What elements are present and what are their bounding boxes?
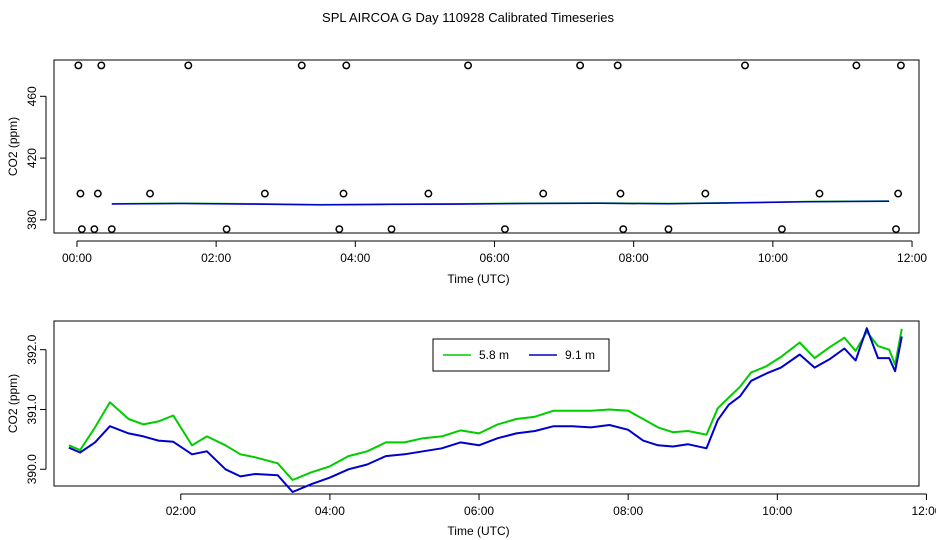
- scatter-point: [777, 225, 786, 234]
- scatter-point: [619, 225, 628, 234]
- scatter-point: [701, 189, 710, 198]
- x-tick-label: 02:00: [166, 504, 196, 518]
- scatter-point: [896, 61, 905, 70]
- scatter-point: [93, 189, 102, 198]
- y-tick-label: 420: [25, 148, 39, 168]
- y-tick-label: 390.0: [25, 454, 39, 484]
- scatter-point: [576, 61, 585, 70]
- x-tick-label: 06:00: [479, 251, 509, 265]
- scatter-point: [77, 225, 86, 234]
- x-axis-label: Time (UTC): [447, 272, 509, 286]
- y-tick-label: 460: [25, 86, 39, 106]
- x-tick-label: 02:00: [201, 251, 231, 265]
- scatter-point: [613, 61, 622, 70]
- plot-frame: [53, 59, 920, 234]
- x-tick-label: 12:00: [897, 251, 927, 265]
- scatter-point: [852, 61, 861, 70]
- series-line-91m: [68, 327, 903, 493]
- scatter-point: [335, 225, 344, 234]
- scatter-point: [539, 189, 548, 198]
- series-line-58m: [68, 328, 903, 481]
- y-axis-label: CO2 (ppm): [6, 117, 20, 176]
- scatter-point: [464, 61, 473, 70]
- scatter-point: [342, 61, 351, 70]
- series-line-91m: [111, 200, 890, 206]
- y-axis-label: CO2 (ppm): [6, 374, 20, 433]
- x-tick-label: 04:00: [340, 251, 370, 265]
- bottom-panel: 02:00 04:00 06:00 08:00 10:00 12:00 Time (UTC)…: [6, 320, 936, 538]
- scatter-point: [146, 189, 154, 198]
- x-tick-label: 10:00: [758, 251, 788, 265]
- scatter-point: [97, 61, 106, 70]
- y-tick-label: 391.0: [25, 394, 39, 424]
- x-tick-label: 06:00: [464, 504, 494, 518]
- scatter-point: [297, 61, 306, 70]
- x-tick-label: 00:00: [62, 251, 92, 265]
- legend-label: 9.1 m: [565, 348, 595, 362]
- scatter-point: [107, 225, 116, 234]
- scatter-point: [90, 225, 99, 234]
- scatter-point: [894, 189, 903, 198]
- scatter-point: [222, 225, 231, 234]
- scatter-point: [616, 189, 625, 198]
- scatter-point: [815, 189, 824, 198]
- scatter-point: [892, 225, 900, 234]
- x-tick-label: 08:00: [613, 504, 643, 518]
- scatter-point: [500, 225, 509, 234]
- x-tick-label: 08:00: [619, 251, 649, 265]
- scatter-point: [387, 225, 396, 234]
- legend-label: 5.8 m: [479, 348, 509, 362]
- top-panel: 00:00 02:00 04:00 06:00 08:00 10:00 12:00 Time …: [6, 59, 927, 286]
- y-tick-label: 392.0: [25, 334, 39, 364]
- y-tick-label: 380: [25, 210, 39, 230]
- x-axis-label: Time (UTC): [447, 524, 509, 538]
- plot-frame: [53, 320, 920, 487]
- scatter-point: [339, 189, 348, 198]
- scatter-point: [741, 61, 749, 70]
- scatter-point: [424, 189, 433, 198]
- scatter-point: [74, 61, 83, 70]
- x-tick-label: 12:00: [911, 504, 936, 518]
- scatter-point: [184, 61, 193, 70]
- scatter-point: [664, 225, 673, 234]
- scatter-point: [260, 189, 269, 198]
- chart-title: SPL AIRCOA G Day 110928 Calibrated Times…: [322, 10, 614, 25]
- x-tick-label: 04:00: [315, 504, 345, 518]
- x-tick-label: 10:00: [762, 504, 792, 518]
- scatter-point: [76, 189, 85, 198]
